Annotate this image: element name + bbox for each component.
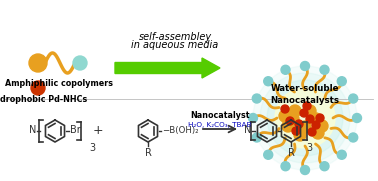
Circle shape [286, 117, 294, 125]
Circle shape [295, 120, 303, 128]
Text: N: N [29, 125, 37, 135]
Circle shape [349, 94, 358, 103]
Text: 3: 3 [306, 143, 312, 153]
Circle shape [264, 150, 273, 159]
Circle shape [310, 113, 322, 125]
Text: +: + [93, 123, 103, 136]
Circle shape [29, 54, 47, 72]
Text: 3: 3 [89, 143, 95, 153]
Circle shape [349, 133, 358, 142]
Circle shape [289, 105, 301, 117]
Circle shape [275, 88, 335, 148]
Circle shape [292, 127, 300, 135]
Text: R: R [288, 148, 294, 158]
Text: Br: Br [70, 125, 81, 135]
Circle shape [287, 113, 299, 125]
Circle shape [252, 94, 261, 103]
Circle shape [312, 121, 320, 129]
Circle shape [281, 65, 290, 74]
Circle shape [281, 162, 290, 171]
Circle shape [31, 81, 45, 95]
Circle shape [73, 56, 87, 70]
Text: N: N [244, 125, 252, 135]
Circle shape [260, 73, 350, 163]
Circle shape [303, 102, 311, 110]
Circle shape [320, 65, 329, 74]
FancyArrow shape [115, 58, 220, 78]
Circle shape [294, 129, 306, 141]
Circle shape [316, 120, 328, 132]
Text: R: R [144, 148, 152, 158]
Circle shape [279, 110, 291, 122]
Circle shape [337, 77, 346, 86]
Circle shape [300, 109, 308, 117]
Text: self-assembley: self-assembley [138, 32, 212, 42]
Circle shape [264, 77, 273, 86]
Circle shape [353, 113, 361, 123]
Text: −B(OH)₂: −B(OH)₂ [162, 125, 198, 134]
Circle shape [281, 105, 289, 113]
Circle shape [282, 120, 294, 132]
Circle shape [248, 113, 257, 123]
Circle shape [301, 165, 310, 174]
Circle shape [304, 105, 316, 117]
Text: Amphiphilic copolymers: Amphiphilic copolymers [5, 79, 113, 88]
Circle shape [301, 62, 310, 71]
Text: H₂O, K₂CO₃, TBAB: H₂O, K₂CO₃, TBAB [188, 122, 252, 128]
Text: Water-soluble
Nanocatalysts: Water-soluble Nanocatalysts [271, 84, 339, 105]
Text: Hydrophobic Pd-NHCs: Hydrophobic Pd-NHCs [0, 95, 88, 104]
Circle shape [320, 162, 329, 171]
Circle shape [308, 128, 316, 136]
Circle shape [299, 121, 311, 133]
Circle shape [312, 127, 324, 139]
Text: in aqueous media: in aqueous media [132, 40, 218, 50]
Circle shape [252, 133, 261, 142]
Circle shape [253, 66, 357, 170]
Text: Nanocatalyst: Nanocatalyst [190, 111, 250, 120]
Circle shape [306, 115, 314, 123]
Circle shape [337, 150, 346, 159]
Circle shape [316, 114, 324, 122]
Circle shape [267, 80, 343, 156]
